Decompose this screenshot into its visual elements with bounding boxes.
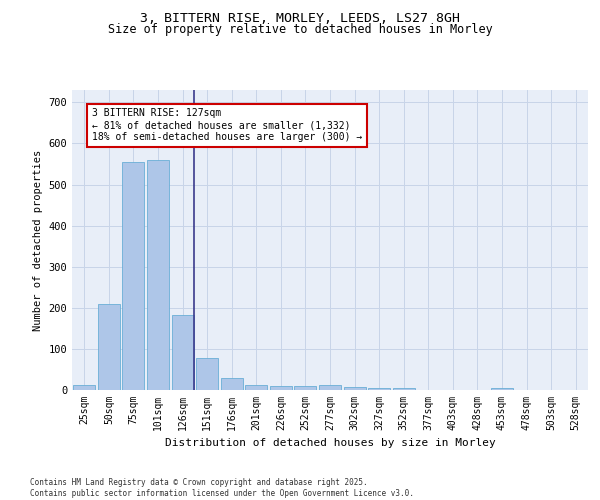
Bar (73, 385, 95, 390)
Bar (196, 358, 218, 390)
Bar (295, 386, 316, 390)
Text: Contains HM Land Registry data © Crown copyright and database right 2025.
Contai: Contains HM Land Registry data © Crown c… (30, 478, 414, 498)
Bar (344, 387, 365, 390)
Text: 3 BITTERN RISE: 127sqm
← 81% of detached houses are smaller (1,332)
18% of semi-: 3 BITTERN RISE: 127sqm ← 81% of detached… (92, 108, 362, 142)
Bar (172, 315, 194, 390)
Text: 3, BITTERN RISE, MORLEY, LEEDS, LS27 8GH: 3, BITTERN RISE, MORLEY, LEEDS, LS27 8GH (140, 12, 460, 26)
Bar (122, 162, 145, 390)
Y-axis label: Number of detached properties: Number of detached properties (33, 150, 43, 330)
Bar (270, 386, 292, 390)
Bar (392, 388, 415, 390)
Bar (319, 386, 341, 390)
Bar (245, 384, 268, 390)
Bar (368, 388, 390, 390)
Text: Size of property relative to detached houses in Morley: Size of property relative to detached ho… (107, 22, 493, 36)
Bar (98, 304, 120, 390)
Bar (147, 160, 169, 390)
Bar (491, 388, 513, 390)
Bar (221, 378, 243, 390)
X-axis label: Distribution of detached houses by size in Morley: Distribution of detached houses by size … (164, 438, 496, 448)
